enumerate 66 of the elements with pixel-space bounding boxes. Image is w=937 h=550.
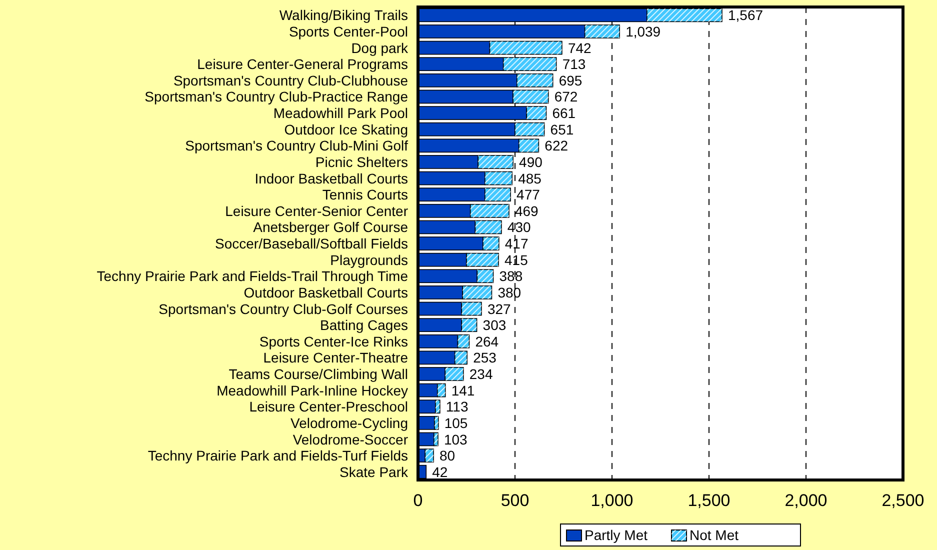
total-label: 695 [558, 72, 582, 88]
y-tick-label: Leisure Center-Preschool [249, 398, 408, 415]
total-label: 672 [554, 88, 578, 105]
total-label: 417 [504, 236, 528, 252]
total-label: 42 [432, 464, 448, 480]
x-tick-label: 500 [500, 491, 530, 510]
total-label: 253 [473, 350, 497, 366]
x-tick-label: 0 [413, 491, 423, 510]
y-tick-label: Batting Cages [320, 317, 408, 334]
y-tick-label: Techny Prairie Park and Fields-Trail Through Time [96, 268, 408, 284]
total-label: 485 [518, 170, 542, 186]
total-label: 1,039 [626, 24, 661, 40]
total-label: 388 [499, 268, 523, 284]
y-tick-label: Outdoor Ice Skating [284, 121, 408, 138]
y-tick-label: Sports Center-Ice Rinks [259, 333, 408, 350]
total-label: 430 [507, 219, 531, 236]
y-tick-label: Leisure Center-Senior Center [225, 202, 408, 219]
total-label: 303 [482, 317, 506, 334]
y-tick-label: Picnic Shelters [315, 154, 408, 170]
x-tick-label: 2,000 [784, 491, 828, 510]
legend-label: Not Met [690, 527, 739, 543]
y-tick-label: Leisure Center-General Programs [197, 56, 408, 72]
total-label: 490 [519, 154, 543, 170]
total-label: 264 [475, 333, 499, 350]
legend-label: Partly Met [584, 527, 648, 543]
y-tick-label: Dog park [351, 40, 409, 56]
total-label: 234 [469, 366, 493, 382]
total-label: 415 [504, 252, 528, 268]
x-tick-label: 1,500 [688, 491, 730, 510]
y-tick-label: Soccer/Baseball/Softball Fields [215, 236, 408, 252]
y-tick-label: Leisure Center-Theatre [263, 350, 408, 366]
y-tick-label: Playgrounds [330, 252, 408, 268]
y-tick-label: Velodrome-Soccer [292, 431, 408, 448]
y-tick-label: Sportsman's Country Club-Golf Courses [158, 300, 408, 317]
y-tick-label: Indoor Basketball Courts [254, 170, 408, 186]
total-label: 141 [451, 382, 475, 398]
total-label: 1,567 [728, 7, 764, 24]
y-tick-label: Skate Park [340, 464, 409, 480]
total-label: 477 [516, 186, 540, 203]
total-label: 105 [444, 414, 468, 431]
total-label: 469 [514, 202, 539, 219]
total-label: 327 [487, 300, 512, 317]
total-label: 651 [550, 121, 574, 138]
y-tick-label: Sports Center-Pool [288, 24, 408, 40]
y-tick-label: Tennis Courts [322, 186, 408, 203]
y-tick-label: Walking/Biking Trails [279, 7, 408, 24]
y-tick-label: Sportsman's Country Club-Clubhouse [173, 72, 408, 88]
y-tick-label: Sportsman's Country Club-Mini Golf [185, 138, 408, 154]
total-label: 113 [446, 398, 468, 415]
x-tick-label: 2,500 [882, 491, 924, 510]
total-label: 380 [498, 284, 522, 300]
y-tick-label: Teams Course/Climbing Wall [228, 366, 408, 382]
y-tick-label: Sportsman's Country Club-Practice Range [144, 88, 408, 105]
total-label: 622 [544, 138, 568, 154]
total-label: 103 [444, 431, 468, 448]
y-tick-label: Velodrome-Cycling [290, 414, 408, 431]
y-tick-label: Anetsberger Golf Course [253, 219, 408, 236]
y-tick-label: Meadowhill Park Pool [273, 105, 408, 122]
y-tick-label: Techny Prairie Park and Fields-Turf Fields [148, 448, 408, 464]
total-label: 713 [562, 56, 586, 72]
y-tick-label: Outdoor Basketball Courts [244, 284, 408, 300]
x-tick-label: 1,000 [590, 491, 634, 510]
total-label: 661 [552, 105, 576, 122]
y-tick-label: Meadowhill Park-Inline Hockey [216, 382, 408, 398]
total-label: 742 [568, 40, 592, 56]
total-label: 80 [440, 448, 456, 464]
